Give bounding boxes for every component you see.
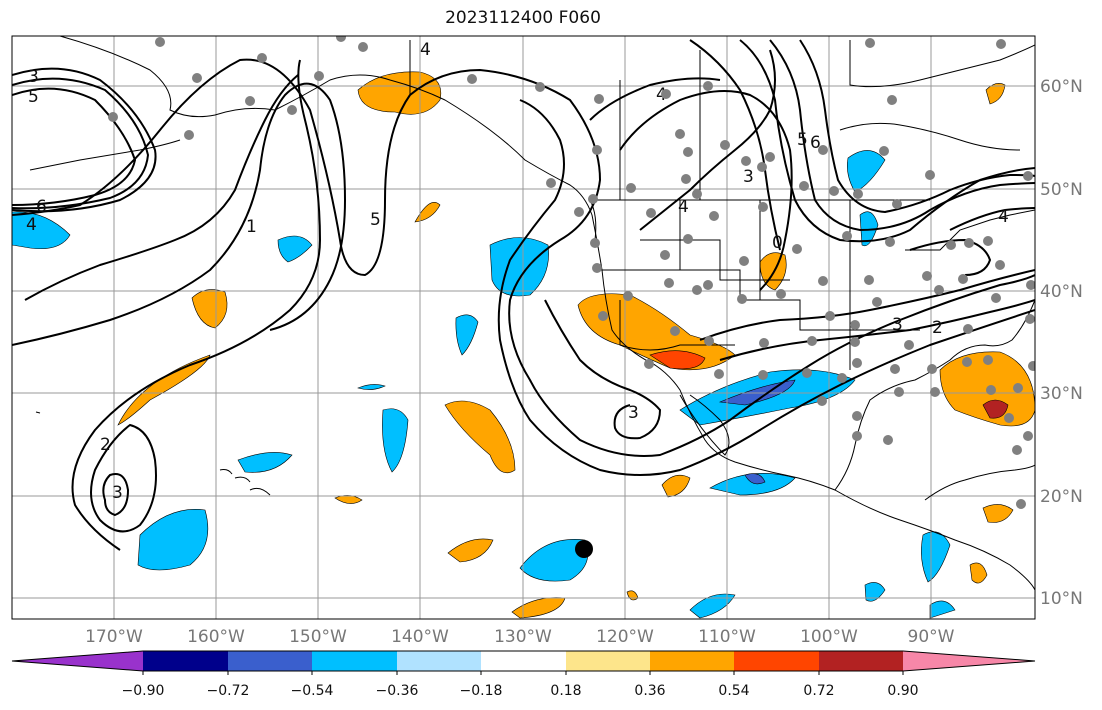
contour-label: 3	[892, 315, 903, 335]
contour-label: 2	[932, 318, 943, 338]
colorbar-tick-label: 0.54	[718, 683, 749, 699]
colorbar-tick-label: −0.36	[376, 683, 419, 699]
anomaly-area	[137, 509, 209, 571]
colorbar-segment	[397, 651, 481, 671]
colorbar-extend-low	[12, 651, 143, 671]
contour-label: 3	[28, 67, 39, 87]
colorbar-segment	[734, 651, 819, 671]
colorbar-segment	[650, 651, 734, 671]
lon-label: 90°W	[908, 627, 955, 647]
location-marker	[575, 540, 593, 558]
lat-label: 60°N	[1040, 77, 1083, 97]
anomaly-area	[277, 235, 313, 263]
colorbar-segment	[228, 651, 312, 671]
anomaly-area	[444, 400, 516, 474]
anomaly-area	[455, 314, 479, 356]
longitude-labels: 170°W 160°W 150°W 140°W 130°W 120°W 110°…	[85, 627, 955, 647]
contour-label: 5	[370, 210, 381, 230]
colorbar-tick-label: −0.54	[291, 683, 334, 699]
anomaly-area	[382, 408, 409, 473]
colorbar-segment	[819, 651, 903, 671]
contour-label: 2	[100, 435, 111, 455]
colorbar-segment	[566, 651, 650, 671]
contour-label: 4	[678, 197, 689, 217]
lon-label: 160°W	[187, 627, 245, 647]
anomaly-area	[237, 452, 293, 473]
anomaly-area	[921, 531, 951, 583]
anomaly-area	[847, 150, 886, 193]
anomaly-area	[744, 473, 766, 485]
contour-label: 5	[28, 87, 39, 107]
contour-labels: 3 5 6 4 1 5 4 2 3 4 3 5 6 4 3 2 3 4 0	[26, 40, 1009, 503]
contour-label: 5	[797, 130, 808, 150]
station-dots	[108, 36, 1035, 509]
map-frame	[11, 35, 1036, 620]
lat-label: 20°N	[1040, 487, 1083, 507]
anomaly-area	[864, 582, 886, 602]
lon-label: 100°W	[800, 627, 858, 647]
negative-anomaly-areas	[12, 150, 956, 619]
anomaly-area	[709, 473, 796, 496]
anomaly-area	[985, 83, 1006, 105]
colorbar-tick-label: −0.90	[122, 683, 165, 699]
colorbar-segment	[143, 651, 228, 671]
colorbar-tick-label: −0.72	[207, 683, 250, 699]
contour-label: 6	[36, 197, 47, 217]
lat-label: 10°N	[1040, 589, 1083, 609]
anomaly-area	[969, 562, 988, 584]
contour-label: 3	[112, 483, 123, 503]
coastlines	[29, 36, 1035, 591]
colorbar-tick-label: 0.18	[550, 683, 581, 699]
lon-label: 110°W	[698, 627, 756, 647]
colorbar-extend-high	[903, 651, 1035, 671]
anomaly-area	[357, 384, 386, 390]
anomaly-area	[191, 289, 228, 329]
contour-lines	[12, 39, 1035, 551]
lat-label: 40°N	[1040, 282, 1083, 302]
contour-label: 4	[420, 40, 431, 60]
contour-label: 1	[246, 217, 257, 237]
anomaly-area	[689, 593, 736, 619]
latitude-labels: 60°N 50°N 40°N 30°N 20°N 10°N	[1040, 77, 1083, 609]
colorbar-segment	[312, 651, 397, 671]
colorbar-tick-label: 0.90	[887, 683, 918, 699]
map-panel: 3 5 6 4 1 5 4 2 3 4 3 5 6 4 3 2 3 4 0	[12, 36, 1035, 619]
contour-label: 3	[628, 403, 639, 423]
contour-label: 3	[743, 167, 754, 187]
lat-label: 50°N	[1040, 180, 1083, 200]
colorbar-tick-label: 0.72	[803, 683, 834, 699]
lon-label: 130°W	[494, 627, 552, 647]
anomaly-area	[982, 399, 1009, 419]
colorbar-tick-labels: −0.90 −0.72 −0.54 −0.36 −0.18 0.18 0.36 …	[122, 683, 919, 699]
colorbar-tick-label: 0.36	[634, 683, 665, 699]
lat-label: 30°N	[1040, 384, 1083, 404]
colorbar-segment	[481, 651, 566, 671]
lon-label: 170°W	[85, 627, 143, 647]
anomaly-area	[117, 354, 211, 426]
anomaly-area	[929, 600, 956, 619]
anomaly-area	[982, 504, 1014, 523]
colorbar	[11, 650, 1036, 675]
lon-label: 120°W	[596, 627, 654, 647]
lon-label: 150°W	[289, 627, 347, 647]
contour-label: 0	[772, 233, 783, 253]
contour-label: 4	[26, 215, 37, 235]
colorbar-tick-label: −0.18	[460, 683, 503, 699]
contour-label: 6	[810, 133, 821, 153]
anomaly-area	[649, 350, 706, 370]
contour-label: 4	[998, 207, 1009, 227]
lon-label: 140°W	[391, 627, 449, 647]
anomaly-area	[519, 539, 589, 582]
graticule	[12, 36, 1035, 619]
anomaly-area	[414, 202, 441, 223]
map-title: 2023112400 F060	[445, 8, 601, 28]
anomaly-area	[447, 538, 494, 563]
